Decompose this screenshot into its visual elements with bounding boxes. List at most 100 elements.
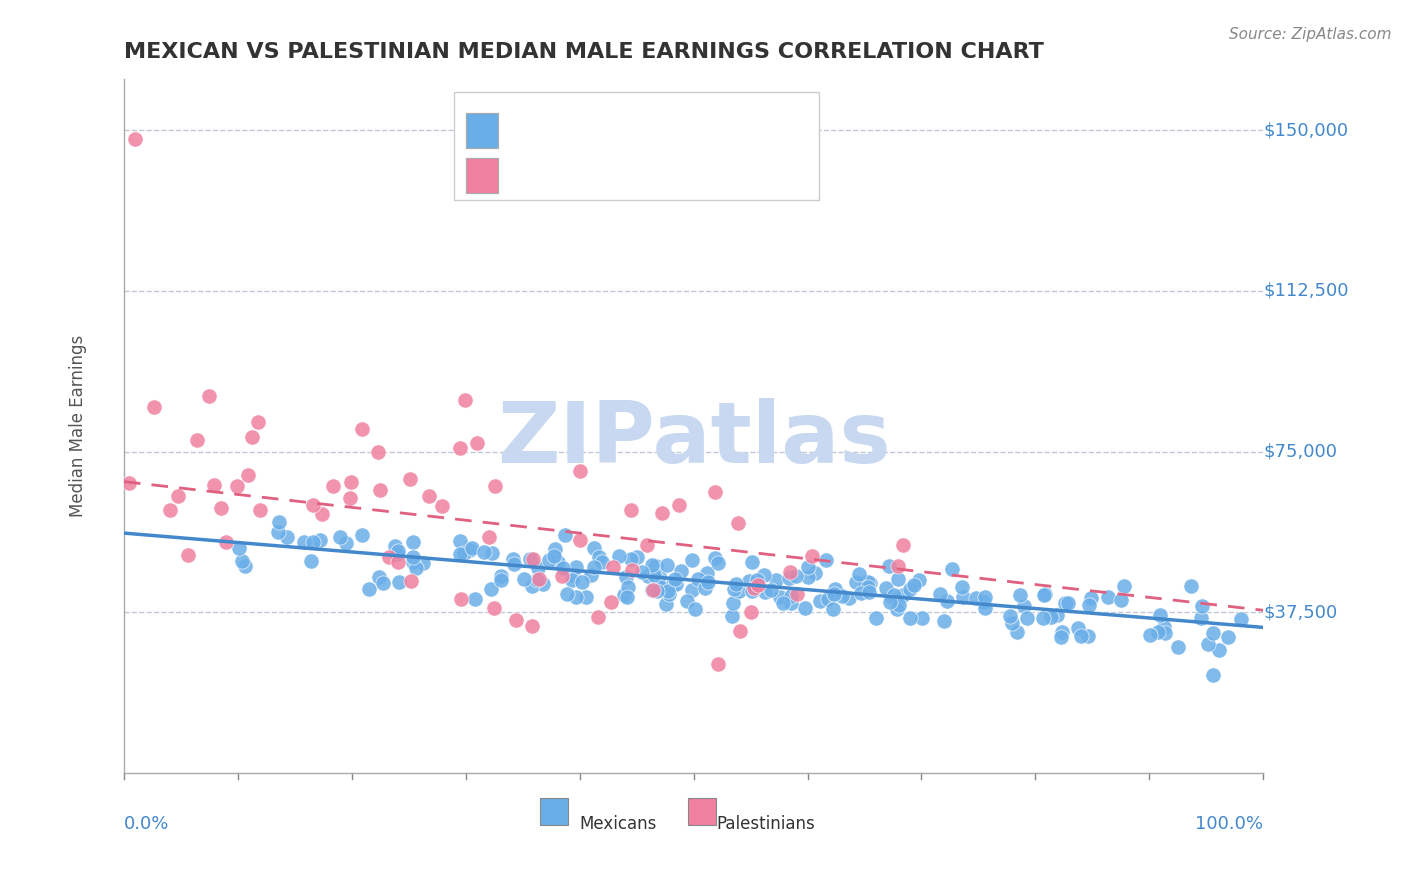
- Point: [880, 590, 903, 604]
- Point: [586, 609, 609, 624]
- Point: [538, 552, 561, 566]
- Point: [744, 580, 766, 594]
- Point: [299, 553, 322, 567]
- Point: [202, 477, 225, 491]
- Point: [1202, 626, 1225, 640]
- Point: [575, 590, 598, 604]
- Point: [571, 574, 593, 589]
- Point: [522, 579, 544, 593]
- Point: [565, 560, 588, 574]
- Point: [124, 131, 146, 145]
- Point: [371, 576, 394, 591]
- Point: [668, 498, 690, 512]
- Point: [754, 585, 776, 599]
- Point: [974, 590, 997, 604]
- Point: [643, 567, 665, 582]
- Point: [724, 576, 747, 591]
- Point: [727, 584, 749, 599]
- FancyBboxPatch shape: [454, 93, 818, 200]
- Point: [886, 602, 908, 616]
- Point: [388, 575, 411, 590]
- Point: [543, 549, 565, 563]
- Point: [1070, 629, 1092, 643]
- Point: [308, 533, 330, 547]
- Point: [176, 549, 198, 563]
- Point: [339, 491, 361, 506]
- Point: [651, 506, 673, 520]
- Point: [707, 657, 730, 672]
- Point: [965, 591, 987, 605]
- Point: [405, 560, 427, 574]
- Point: [367, 445, 389, 459]
- Point: [636, 537, 658, 551]
- Point: [159, 503, 181, 517]
- Point: [1097, 591, 1119, 605]
- Point: [643, 582, 665, 597]
- Point: [472, 545, 495, 559]
- Point: [609, 549, 631, 563]
- Point: [600, 595, 623, 609]
- Point: [547, 554, 569, 568]
- Point: [228, 541, 250, 556]
- Point: [352, 528, 374, 542]
- Point: [551, 561, 574, 575]
- Point: [804, 566, 827, 581]
- Point: [821, 602, 844, 616]
- Point: [588, 549, 610, 564]
- Point: [569, 464, 592, 478]
- Point: [464, 592, 486, 607]
- Point: [402, 555, 425, 569]
- Point: [908, 573, 931, 587]
- Point: [617, 581, 640, 595]
- Point: [561, 567, 583, 582]
- Point: [249, 503, 271, 517]
- FancyBboxPatch shape: [465, 159, 498, 194]
- Point: [740, 605, 762, 619]
- Point: [973, 601, 995, 615]
- Point: [727, 516, 749, 530]
- Text: $150,000: $150,000: [1264, 121, 1348, 139]
- Point: [1010, 588, 1032, 602]
- Point: [554, 528, 576, 542]
- Point: [1189, 610, 1212, 624]
- Point: [1012, 599, 1035, 614]
- Point: [911, 611, 934, 625]
- Text: Palestinians: Palestinians: [717, 815, 815, 833]
- Point: [887, 558, 910, 573]
- Point: [465, 435, 488, 450]
- Point: [797, 570, 820, 584]
- Point: [1057, 596, 1080, 610]
- Point: [929, 587, 952, 601]
- Point: [657, 583, 679, 598]
- Point: [329, 530, 352, 544]
- Point: [648, 580, 671, 594]
- Point: [561, 573, 583, 587]
- Point: [368, 570, 391, 584]
- Point: [1032, 611, 1054, 625]
- Point: [808, 594, 831, 608]
- Point: [531, 576, 554, 591]
- Text: R = -0.225   N = 65: R = -0.225 N = 65: [506, 156, 683, 175]
- Point: [741, 555, 763, 569]
- Point: [399, 472, 422, 486]
- Point: [752, 568, 775, 582]
- Point: [858, 584, 880, 599]
- Point: [401, 535, 423, 549]
- Point: [529, 572, 551, 586]
- Point: [522, 552, 544, 566]
- Point: [1201, 668, 1223, 682]
- Point: [418, 489, 440, 503]
- Text: Mexicans: Mexicans: [579, 815, 657, 833]
- Point: [292, 535, 315, 549]
- Point: [1198, 637, 1220, 651]
- Point: [741, 583, 763, 598]
- Point: [903, 578, 925, 592]
- Point: [887, 572, 910, 586]
- Point: [449, 441, 471, 455]
- Point: [883, 588, 905, 602]
- Point: [793, 601, 815, 615]
- Text: MEXICAN VS PALESTINIAN MEDIAN MALE EARNINGS CORRELATION CHART: MEXICAN VS PALESTINIAN MEDIAN MALE EARNI…: [124, 42, 1043, 62]
- Text: $37,500: $37,500: [1264, 603, 1337, 622]
- Point: [484, 479, 506, 493]
- Point: [579, 568, 602, 582]
